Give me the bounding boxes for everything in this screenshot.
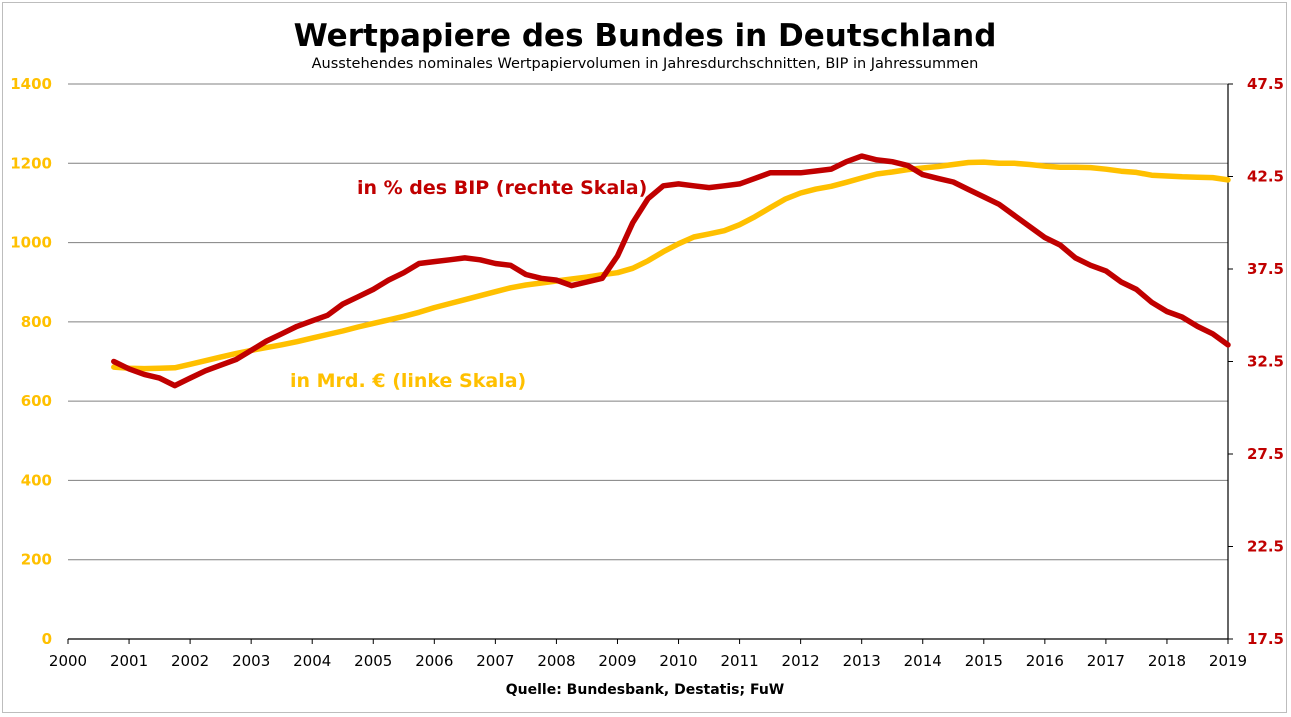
left-tick-label: 1000 — [10, 234, 52, 252]
x-tick-label: 2013 — [843, 652, 881, 670]
x-tick-label: 2000 — [49, 652, 87, 670]
chart-title: Wertpapiere des Bundes in Deutschland — [294, 18, 997, 54]
left-series-annotation: in Mrd. € (linke Skala) — [290, 370, 526, 392]
series-line-mrd-eur — [111, 159, 1231, 372]
x-tick-label: 2010 — [659, 652, 697, 670]
right-tick-label: 42.5 — [1247, 168, 1284, 186]
left-tick-label: 1200 — [10, 154, 52, 172]
chart-source: Quelle: Bundesbank, Destatis; FuW — [506, 682, 784, 698]
left-tick-label: 400 — [21, 471, 52, 489]
right-tick-label: 27.5 — [1247, 445, 1284, 463]
x-tick-label: 2009 — [598, 652, 636, 670]
left-tick-label: 800 — [21, 313, 52, 331]
series-lines — [111, 153, 1231, 389]
x-axis-ticks: 2000 2001 2002 2003 2004 2005 2006 2007 2008 2009… — [49, 639, 1247, 670]
x-tick-label: 2014 — [904, 652, 942, 670]
x-tick-label: 2004 — [293, 652, 331, 670]
left-tick-label: 0 — [42, 630, 52, 648]
right-tick-label: 17.5 — [1247, 630, 1284, 648]
chart-subtitle: Ausstehendes nominales Wertpapiervolumen… — [312, 56, 979, 72]
right-series-annotation: in % des BIP (rechte Skala) — [357, 177, 647, 199]
left-axis-ticks: 0 200 400 600 800 1000 1200 1400 — [10, 75, 52, 648]
right-tick-label: 47.5 — [1247, 75, 1284, 93]
right-tick-label: 32.5 — [1247, 353, 1284, 371]
left-tick-label: 1400 — [10, 75, 52, 93]
series-line-pct-bip — [111, 153, 1231, 389]
x-tick-label: 2002 — [171, 652, 209, 670]
x-tick-label: 2012 — [782, 652, 820, 670]
x-tick-label: 2008 — [537, 652, 575, 670]
gridlines — [68, 83, 1228, 561]
left-tick-label: 600 — [21, 392, 52, 410]
x-tick-label: 2003 — [232, 652, 270, 670]
x-tick-label: 2018 — [1148, 652, 1186, 670]
x-tick-label: 2017 — [1087, 652, 1125, 670]
x-tick-label: 2006 — [415, 652, 453, 670]
x-tick-label: 2001 — [110, 652, 148, 670]
x-tick-label: 2007 — [476, 652, 514, 670]
right-tick-label: 37.5 — [1247, 260, 1284, 278]
x-tick-label: 2015 — [965, 652, 1003, 670]
right-tick-label: 22.5 — [1247, 538, 1284, 556]
right-axis-ticks: 17.5 22.5 27.5 32.5 37.5 42.5 47.5 — [1228, 75, 1284, 648]
x-tick-label: 2016 — [1026, 652, 1064, 670]
x-tick-label: 2011 — [720, 652, 758, 670]
x-tick-label: 2005 — [354, 652, 392, 670]
x-tick-label: 2019 — [1209, 652, 1247, 670]
left-tick-label: 200 — [21, 551, 52, 569]
